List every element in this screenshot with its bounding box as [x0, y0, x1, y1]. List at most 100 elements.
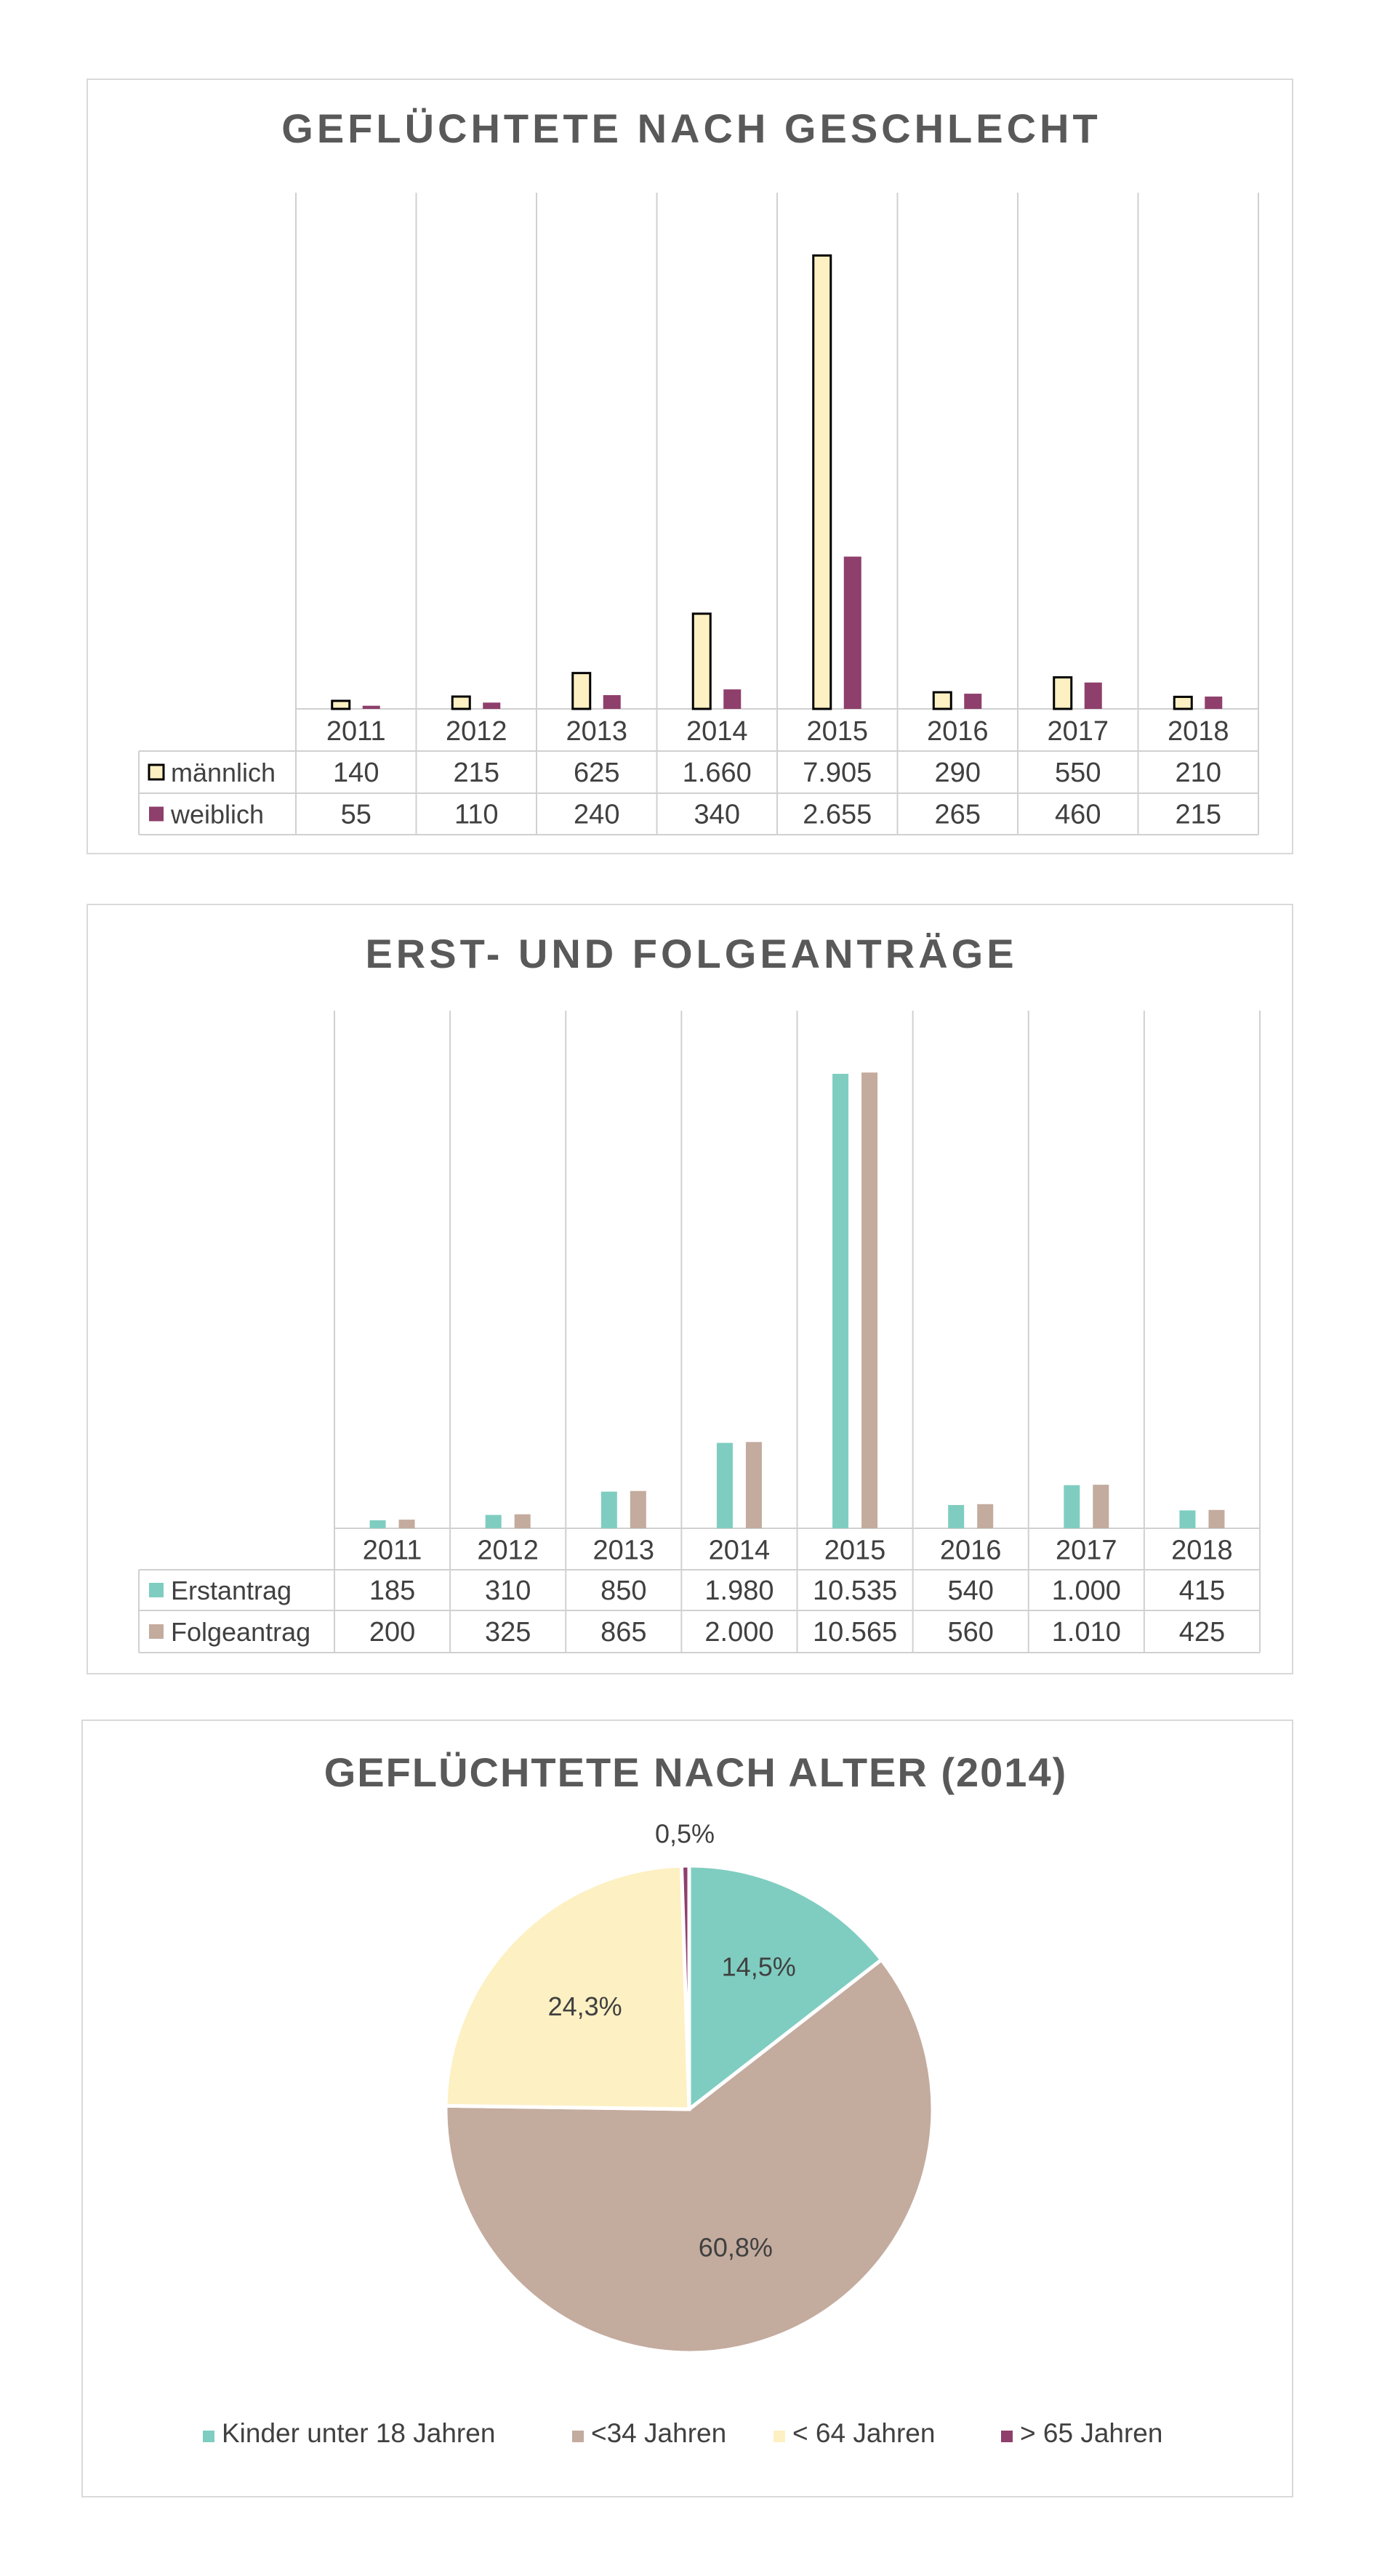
series-name: Folgeantrag: [171, 1617, 310, 1647]
bar-weiblich-2015: [843, 556, 861, 709]
data-label: 625: [574, 758, 619, 788]
legend-key: [149, 1583, 164, 1597]
data-label: 325: [485, 1617, 531, 1648]
legend-key: [149, 1624, 164, 1639]
series-name: weiblich: [170, 800, 264, 830]
data-label: 110: [454, 800, 499, 830]
age-pie-chart: GEFLÜCHTETE NACH ALTER (2014) 14,5% 60,8%…: [203, 1749, 1162, 2448]
legend-key: [572, 2431, 584, 2442]
bar-Erstantrag-2011: [369, 1520, 386, 1528]
age-chart-panel: GEFLÜCHTETE NACH ALTER (2014) 14,5% 60,8%…: [81, 1720, 1293, 2497]
data-label: 460: [1055, 800, 1101, 830]
data-label: 265: [935, 800, 981, 830]
category-label: 2017: [1047, 716, 1109, 747]
category-label: 2018: [1171, 1536, 1233, 1566]
category-label: 2013: [593, 1536, 655, 1566]
legend-label: Kinder unter 18 Jahren: [222, 2418, 495, 2448]
bar-Folgeantrag-2013: [630, 1490, 646, 1528]
data-label: 240: [574, 800, 619, 830]
category-label: 2018: [1168, 716, 1229, 747]
data-label: 10.565: [813, 1617, 897, 1648]
data-label: 415: [1179, 1576, 1225, 1606]
data-label: 215: [1176, 800, 1221, 830]
series-name: männlich: [171, 758, 276, 787]
data-label: 865: [600, 1617, 646, 1648]
slice-label: 24,3%: [548, 1991, 622, 2021]
bar-Folgeantrag-2015: [861, 1072, 878, 1528]
bar-Folgeantrag-2016: [977, 1504, 994, 1528]
bar-männlich-2013: [571, 672, 592, 710]
pie-slice-<34 Jahren: [443, 1957, 935, 2355]
legend-key: [774, 2431, 785, 2442]
data-label: 290: [935, 758, 981, 788]
category-label: 2014: [686, 716, 748, 747]
data-label: 425: [1179, 1617, 1225, 1648]
category-label: 2015: [824, 1536, 886, 1566]
data-label: 2.000: [704, 1617, 774, 1648]
bar-männlich-2015: [812, 254, 832, 710]
bar-männlich-2012: [451, 695, 471, 710]
category-label: 2011: [326, 716, 386, 747]
slice-label: 0,5%: [655, 1818, 715, 1848]
bar-Erstantrag-2015: [832, 1073, 849, 1528]
gender-chart-panel: GEFLÜCHTETE NACH GESCHLECHT 2011 2012 2013…: [87, 79, 1293, 854]
chart-title: ERST- UND FOLGEANTRÄGE: [365, 931, 1017, 976]
legend-label: < 64 Jahren: [792, 2418, 935, 2448]
bar-männlich-2011: [331, 699, 351, 710]
data-label: 310: [485, 1576, 531, 1606]
bar-männlich-2018: [1173, 695, 1193, 710]
bar-Erstantrag-2018: [1179, 1510, 1196, 1528]
bar-Erstantrag-2012: [485, 1514, 502, 1528]
bar-Erstantrag-2016: [948, 1504, 965, 1528]
data-label: 1.660: [683, 758, 752, 788]
data-label: 550: [1055, 758, 1101, 788]
legend-key: [149, 806, 164, 822]
chart-title: GEFLÜCHTETE NACH GESCHLECHT: [281, 105, 1101, 151]
legend-label: > 65 Jahren: [1020, 2418, 1162, 2448]
data-label: 1.980: [704, 1576, 774, 1606]
category-label: 2012: [446, 716, 507, 747]
data-label: 540: [947, 1576, 993, 1606]
applications-chart: ERST- UND FOLGEANTRÄGE 2011 2012 2013 2014 2…: [138, 931, 1261, 1653]
category-label: 2016: [940, 1536, 1002, 1566]
data-label: 55: [341, 800, 371, 830]
pie-slice-< 64 Jahren: [443, 1863, 691, 2111]
bar-Folgeantrag-2012: [514, 1514, 531, 1528]
chart-title: GEFLÜCHTETE NACH ALTER (2014): [324, 1749, 1068, 1795]
category-label: 2014: [709, 1536, 771, 1566]
gender-chart: GEFLÜCHTETE NACH GESCHLECHT 2011 2012 2013…: [138, 105, 1259, 835]
bar-weiblich-2013: [603, 695, 621, 709]
data-label: 10.535: [813, 1576, 897, 1606]
data-label: 210: [1176, 758, 1221, 788]
slice-label: 14,5%: [722, 1951, 796, 1981]
pie-slice-> 65 Jahren: [679, 1863, 691, 2110]
category-label: 2013: [566, 716, 627, 747]
bar-Erstantrag-2013: [600, 1491, 617, 1528]
bar-Folgeantrag-2014: [745, 1442, 762, 1528]
category-label: 2016: [927, 716, 989, 747]
category-label: 2011: [363, 1536, 422, 1566]
data-label: 1.000: [1052, 1576, 1121, 1606]
data-label: 200: [369, 1617, 415, 1648]
data-label: 1.010: [1052, 1617, 1121, 1648]
data-label: 560: [947, 1617, 993, 1648]
legend-label: <34 Jahren: [591, 2418, 726, 2448]
data-label: 7.905: [803, 758, 872, 788]
bar-weiblich-2016: [964, 694, 982, 709]
slice-label: 60,8%: [699, 2233, 773, 2263]
bar-Erstantrag-2014: [716, 1443, 733, 1528]
bar-weiblich-2017: [1084, 682, 1102, 709]
bar-weiblich-2014: [723, 689, 742, 709]
legend-key: [148, 763, 165, 781]
bar-Folgeantrag-2011: [398, 1520, 415, 1528]
data-label: 340: [694, 800, 740, 830]
bar-männlich-2016: [932, 691, 952, 710]
bar-Erstantrag-2017: [1064, 1485, 1080, 1528]
legend-key: [1001, 2431, 1013, 2442]
series-name: Erstantrag: [171, 1576, 292, 1605]
bar-weiblich-2012: [483, 702, 501, 709]
pie-slice-Kinder unter 18 Jahren: [687, 1863, 885, 2114]
data-label: 850: [600, 1576, 646, 1606]
bar-Folgeantrag-2017: [1093, 1485, 1109, 1528]
bar-weiblich-2011: [362, 705, 380, 709]
